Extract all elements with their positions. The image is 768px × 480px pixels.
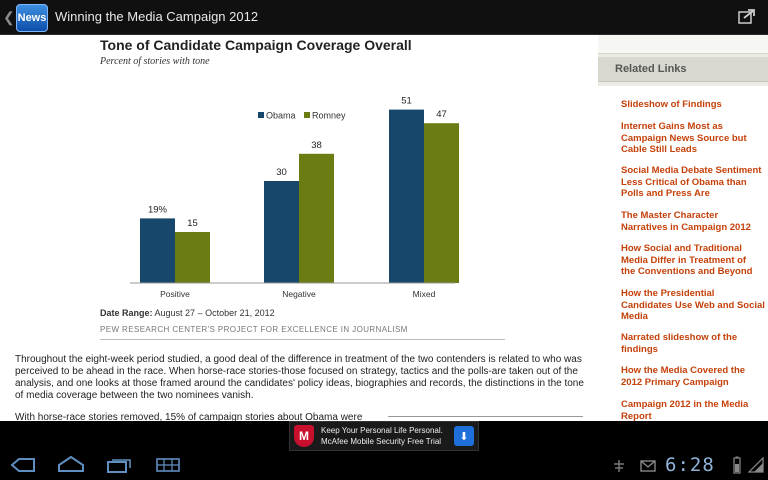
ad-logo-letter: M [299, 429, 309, 443]
article-paragraph: With horse-race stories removed, 15% of … [15, 412, 363, 421]
back-icon[interactable] [10, 457, 36, 473]
bar-obama [140, 218, 175, 283]
home-icon[interactable] [58, 455, 84, 473]
legend-swatch-romney [304, 112, 310, 118]
mcafee-shield-icon: M [294, 425, 314, 447]
ad-line-2: McAfee Mobile Security Free Trial [321, 437, 442, 446]
related-link[interactable]: The Master Character Narratives in Campa… [621, 210, 751, 233]
x-tick-label: Mixed [413, 289, 436, 299]
system-navigation-bar: 6:28 [0, 451, 768, 480]
chart-bars: 19% 15 30 38 51 47 [140, 96, 459, 283]
bar-chart: Obama Romney 19% 15 30 38 51 47 Positive Negati… [130, 96, 459, 299]
divider [388, 416, 583, 417]
chart-title: Tone of Candidate Campaign Coverage Over… [100, 37, 412, 53]
clock[interactable]: 6:28 [665, 454, 715, 476]
related-link[interactable]: How the Presidential Candidates Use Web … [621, 288, 765, 322]
related-link[interactable]: How the Media Covered the 2012 Primary C… [621, 365, 746, 388]
gmail-icon [640, 460, 656, 472]
share-icon[interactable] [738, 8, 756, 24]
ad-banner[interactable]: M Keep Your Personal Life Personal. McAf… [289, 421, 479, 451]
date-range-value: August 27 – October 21, 2012 [154, 308, 275, 318]
news-app-icon[interactable]: News [16, 4, 48, 32]
x-tick-label: Positive [160, 289, 190, 299]
bar-romney [175, 232, 210, 283]
x-axis-tick-labels: Positive Negative Mixed [160, 289, 435, 299]
date-range-label: Date Range: [100, 308, 153, 318]
sidebar-top-strip [598, 35, 768, 54]
bar-obama [389, 109, 424, 283]
bar-value-label: 51 [401, 96, 412, 107]
bar-value-label: 19% [148, 204, 168, 215]
related-sidebar: Related Links Slideshow of Findings Inter… [598, 35, 768, 421]
legend-swatch-obama [258, 112, 264, 118]
ad-line-1: Keep Your Personal Life Personal. [321, 426, 443, 435]
action-bar: ❮ News Winning the Media Campaign 2012 [0, 0, 768, 35]
related-link[interactable]: Internet Gains Most as Campaign News Sou… [621, 121, 747, 155]
related-links-list: Slideshow of Findings Internet Gains Most… [598, 86, 768, 421]
legend-label-romney: Romney [312, 111, 346, 121]
app-icon-label: News [17, 12, 47, 24]
bar-value-label: 38 [311, 140, 322, 151]
app-title: Winning the Media Campaign 2012 [55, 9, 259, 24]
legend-label-obama: Obama [266, 111, 296, 121]
x-tick-label: Negative [282, 289, 316, 299]
battery-icon [733, 456, 741, 474]
chart-subtitle: Percent of stories with tone [100, 56, 210, 67]
wifi-signal-icon [748, 457, 764, 473]
usb-debug-icon [614, 460, 624, 472]
related-link[interactable]: How Social and Traditional Media Differ … [621, 243, 753, 277]
bar-value-label: 30 [276, 167, 287, 178]
related-link[interactable]: Slideshow of Findings [621, 99, 722, 110]
related-link[interactable]: Social Media Debate Sentiment Less Criti… [621, 165, 762, 199]
related-link[interactable]: Narrated slideshow of the findings [621, 332, 738, 355]
ad-text: Keep Your Personal Life Personal. McAfee… [321, 425, 443, 447]
article-content[interactable]: Tone of Candidate Campaign Coverage Over… [0, 35, 598, 421]
related-links-header: Related Links [598, 57, 768, 82]
bar-value-label: 15 [187, 218, 198, 229]
related-links-title: Related Links [615, 63, 687, 75]
download-icon[interactable]: ⬇ [454, 426, 474, 446]
recent-apps-icon[interactable] [106, 457, 132, 473]
back-chevron-icon[interactable]: ❮ [3, 9, 15, 25]
bar-value-label: 47 [436, 109, 447, 120]
menu-grid-icon[interactable] [156, 457, 180, 473]
bar-romney [424, 123, 459, 283]
chart-source: PEW RESEARCH CENTER'S PROJECT FOR EXCELL… [100, 325, 408, 334]
chart-legend: Obama Romney [258, 111, 346, 121]
divider [100, 339, 505, 340]
related-link[interactable]: Campaign 2012 in the Media Report [621, 399, 749, 421]
bar-romney [299, 153, 334, 283]
date-range: Date Range: August 27 – October 21, 2012 [100, 308, 275, 318]
article-paragraph: Throughout the eight-week period studied… [15, 354, 584, 401]
bar-obama [264, 181, 299, 283]
